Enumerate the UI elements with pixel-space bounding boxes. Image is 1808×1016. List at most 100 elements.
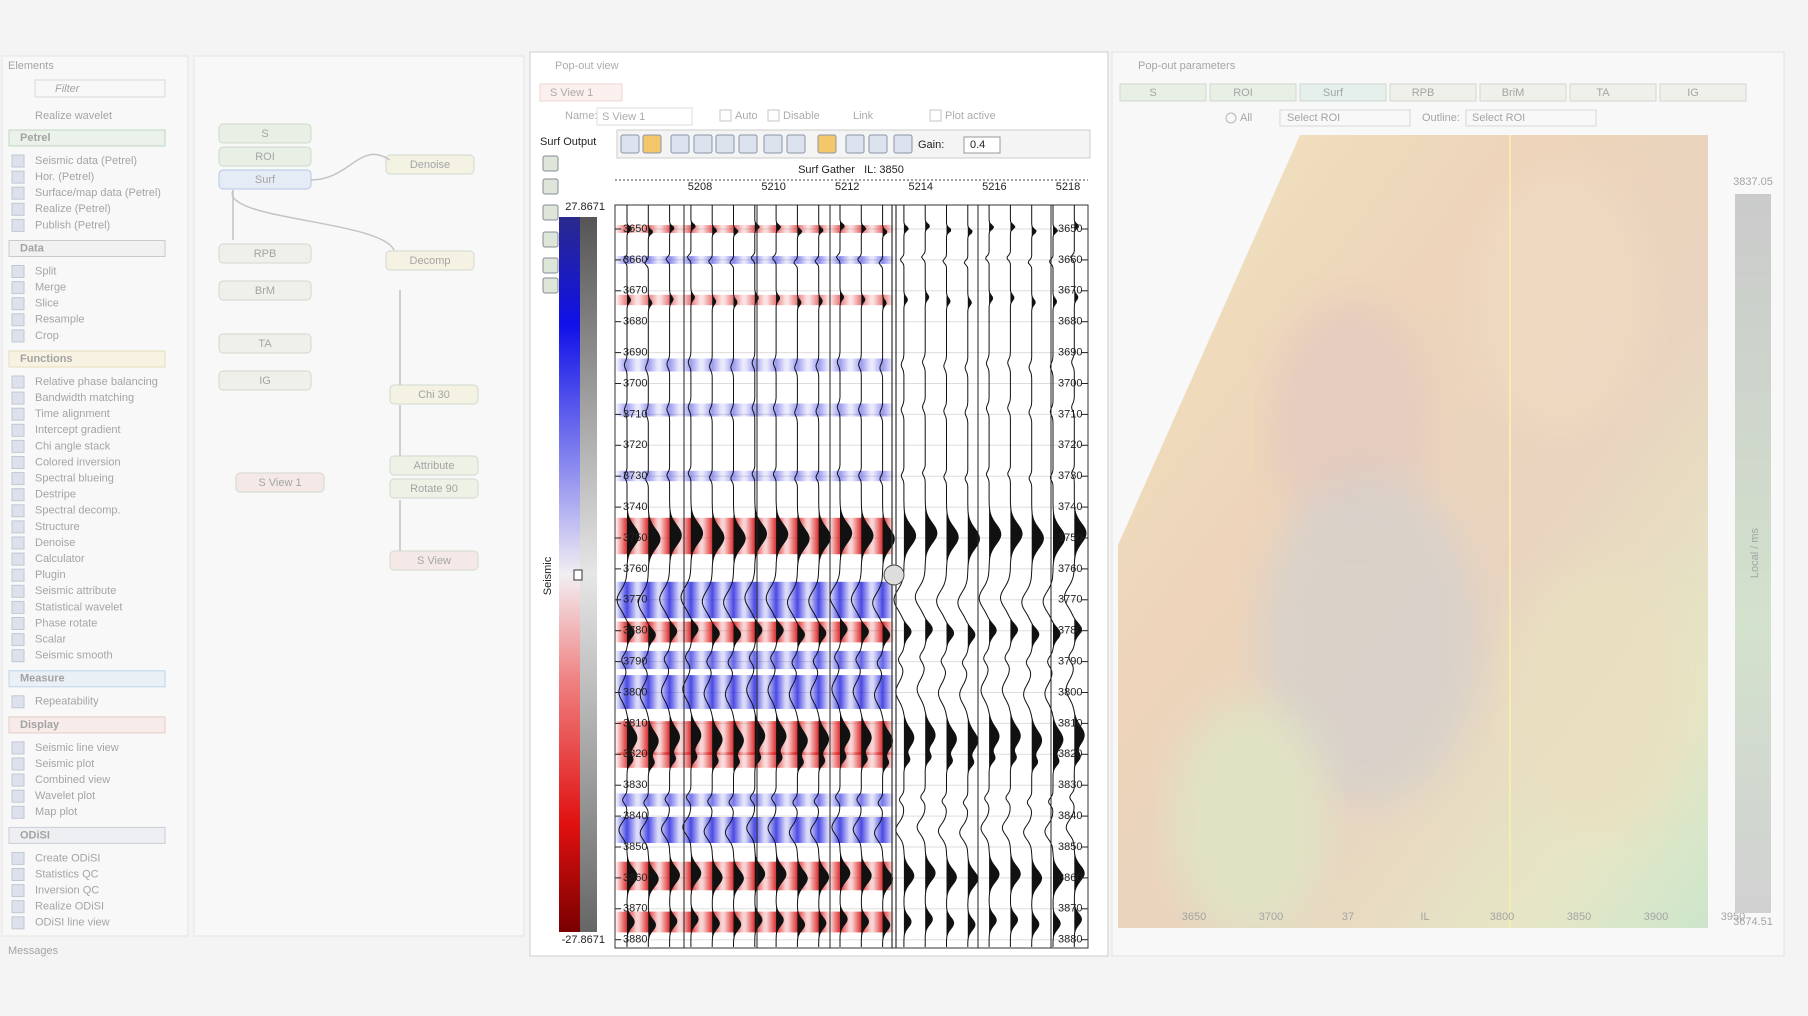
toolbar-button[interactable] xyxy=(845,134,865,154)
element-item[interactable]: Statistical wavelet xyxy=(35,601,122,613)
element-item[interactable]: Map plot xyxy=(35,806,77,818)
element-item[interactable]: Spectral blueing xyxy=(35,473,114,485)
workflow-node[interactable] xyxy=(389,478,479,499)
param-tab[interactable] xyxy=(1479,83,1567,102)
checkbox[interactable] xyxy=(767,109,780,122)
element-item[interactable]: Seismic attribute xyxy=(35,585,116,597)
colorbar-handle[interactable] xyxy=(573,569,583,581)
side-icon[interactable] xyxy=(542,277,559,294)
element-item[interactable]: Spectral decomp. xyxy=(35,505,121,517)
side-icon[interactable] xyxy=(542,178,559,195)
element-item[interactable]: Time alignment xyxy=(35,408,110,420)
element-item[interactable]: Realize ODiSI xyxy=(35,901,104,913)
workflow-node[interactable] xyxy=(218,280,312,301)
toolbar-button[interactable] xyxy=(670,134,690,154)
item-icon xyxy=(11,407,25,421)
element-item[interactable]: Bandwidth matching xyxy=(35,392,134,404)
element-item[interactable]: Inversion QC xyxy=(35,885,99,897)
side-icon[interactable] xyxy=(542,231,559,248)
workflow-node[interactable] xyxy=(218,243,312,264)
side-icon[interactable] xyxy=(542,204,559,221)
toolbar-button[interactable] xyxy=(817,134,837,154)
element-item[interactable]: Chi angle stack xyxy=(35,440,111,452)
element-item[interactable]: Colored inversion xyxy=(35,456,121,468)
outline-select[interactable] xyxy=(1465,109,1597,127)
element-item[interactable]: Phase rotate xyxy=(35,617,97,629)
param-tab[interactable] xyxy=(1569,83,1657,102)
section-header[interactable] xyxy=(8,129,166,147)
element-item[interactable]: Realize (Petrel) xyxy=(35,203,111,215)
toolbar-button[interactable] xyxy=(642,134,662,154)
section-header[interactable] xyxy=(8,670,166,688)
element-item[interactable]: ODiSI line view xyxy=(35,917,110,929)
element-item[interactable]: Calculator xyxy=(35,553,85,565)
element-item[interactable]: Crop xyxy=(35,330,59,342)
workflow-node[interactable] xyxy=(218,146,312,167)
section-header[interactable] xyxy=(8,240,166,257)
toolbar-button[interactable] xyxy=(715,134,735,154)
workflow-node[interactable] xyxy=(385,154,475,175)
element-item[interactable]: Scalar xyxy=(35,634,67,646)
workflow-node[interactable] xyxy=(389,384,479,405)
param-tab[interactable] xyxy=(1389,83,1477,102)
view-header: Pop-out view S View 1 Name: S View 1 Auto Dis… xyxy=(539,60,996,126)
element-item[interactable]: Slice xyxy=(35,298,59,310)
workflow-node[interactable] xyxy=(218,169,312,190)
view-tab[interactable] xyxy=(539,83,623,102)
toolbar-button[interactable] xyxy=(693,134,713,154)
toolbar-button[interactable] xyxy=(620,134,640,154)
workflow-node[interactable] xyxy=(385,250,475,271)
section-header[interactable] xyxy=(8,826,166,844)
roi-select[interactable] xyxy=(1279,109,1411,127)
name-input[interactable] xyxy=(596,107,693,126)
element-item[interactable]: Statistics QC xyxy=(35,868,99,880)
gain-input[interactable] xyxy=(963,136,1001,154)
param-tab[interactable] xyxy=(1299,83,1387,102)
element-item[interactable]: Split xyxy=(35,265,56,277)
element-item[interactable]: Seismic data (Petrel) xyxy=(35,155,137,167)
element-item[interactable]: Hor. (Petrel) xyxy=(35,171,94,183)
element-item[interactable]: Wavelet plot xyxy=(35,790,95,802)
radio[interactable] xyxy=(1225,112,1237,124)
section-header[interactable] xyxy=(8,716,166,734)
toolbar-button[interactable] xyxy=(893,134,913,154)
messages-tab[interactable]: Messages xyxy=(8,945,59,957)
element-item[interactable]: Resample xyxy=(35,314,85,326)
workflow-node[interactable] xyxy=(389,550,479,571)
element-item[interactable]: Relative phase balancing xyxy=(35,376,158,388)
toolbar-button[interactable] xyxy=(868,134,888,154)
workflow-node[interactable] xyxy=(235,472,325,493)
element-item[interactable]: Repeatability xyxy=(35,696,99,708)
checkbox[interactable] xyxy=(929,109,942,122)
element-item[interactable]: Intercept gradient xyxy=(35,424,121,436)
element-item[interactable]: Create ODiSI xyxy=(35,852,100,864)
side-icon[interactable] xyxy=(542,257,559,274)
element-item[interactable]: Surface/map data (Petrel) xyxy=(35,187,161,199)
workflow-node[interactable] xyxy=(389,455,479,476)
checkbox[interactable] xyxy=(719,109,732,122)
element-item[interactable]: Merge xyxy=(35,282,66,294)
param-tab[interactable] xyxy=(1119,83,1207,102)
toolbar-button[interactable] xyxy=(738,134,758,154)
element-item[interactable]: Seismic smooth xyxy=(35,650,113,662)
param-tab[interactable] xyxy=(1209,83,1297,102)
map-patch xyxy=(1260,475,1480,805)
side-icon[interactable] xyxy=(542,155,559,172)
element-item[interactable]: Publish (Petrel) xyxy=(35,219,110,231)
param-tab[interactable] xyxy=(1659,83,1747,102)
filter-box[interactable] xyxy=(34,79,166,98)
toolbar-button[interactable] xyxy=(786,134,806,154)
workflow-node[interactable] xyxy=(218,123,312,144)
element-item[interactable]: Structure xyxy=(35,521,80,533)
element-item[interactable]: Plugin xyxy=(35,569,66,581)
element-item[interactable]: Seismic plot xyxy=(35,758,94,770)
divider-handle[interactable] xyxy=(883,564,905,586)
workflow-node[interactable] xyxy=(218,370,312,391)
section-header[interactable] xyxy=(8,350,166,368)
element-item[interactable]: Destripe xyxy=(35,489,76,501)
toolbar-button[interactable] xyxy=(763,134,783,154)
element-item[interactable]: Denoise xyxy=(35,537,75,549)
element-item[interactable]: Seismic line view xyxy=(35,742,119,754)
element-item[interactable]: Combined view xyxy=(35,774,110,786)
workflow-node[interactable] xyxy=(218,333,312,354)
